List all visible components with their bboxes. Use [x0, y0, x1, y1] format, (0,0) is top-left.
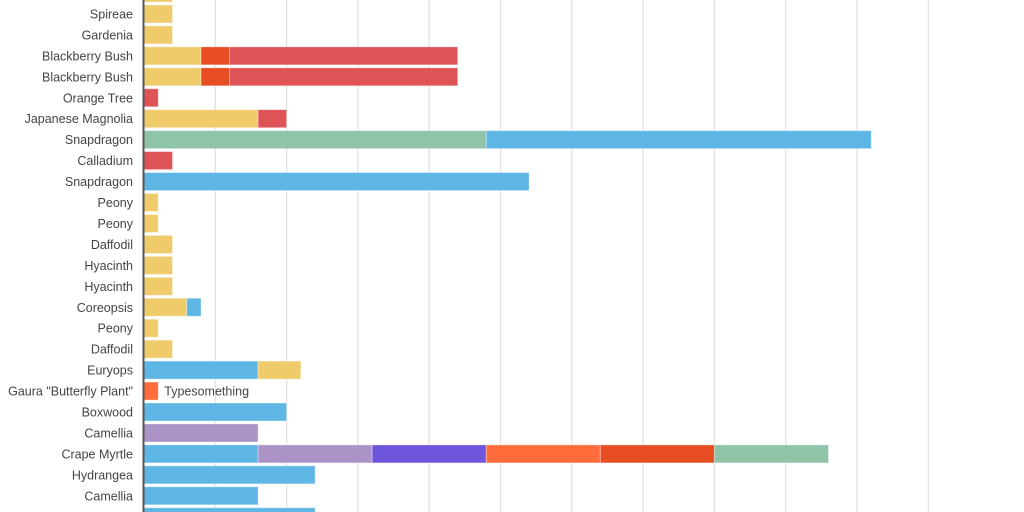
category-label: Hyacinth — [84, 280, 133, 294]
bar-segment — [200, 67, 231, 87]
category-label: Camellia — [84, 489, 133, 503]
category-label: Daffodil — [91, 343, 133, 357]
bar-segment — [200, 46, 231, 66]
bar-segment — [143, 318, 159, 338]
category-label: Euryops — [87, 364, 133, 378]
bar-segment — [143, 360, 259, 380]
bar-segment — [143, 423, 259, 443]
bar-segment — [143, 297, 188, 317]
bar-segment — [143, 4, 174, 24]
bar-segment — [371, 444, 487, 464]
category-label: Snapdragon — [65, 175, 133, 189]
bar-segment — [143, 465, 316, 485]
bar-segment — [143, 507, 316, 512]
category-label: Snapdragon — [65, 133, 133, 147]
category-label: Camellia — [84, 426, 133, 440]
bar-segment — [257, 360, 302, 380]
category-label: Peony — [98, 322, 134, 336]
bar-segment — [229, 67, 459, 87]
bar-segment — [186, 297, 202, 317]
bar-segment — [143, 67, 202, 87]
bar-segment — [143, 234, 174, 254]
bar-segment — [143, 276, 174, 296]
bar-segment — [143, 444, 259, 464]
category-label: Boxwood — [82, 406, 133, 420]
category-label: Peony — [98, 196, 134, 210]
bar-segment — [143, 255, 174, 275]
category-label: Peony — [98, 217, 134, 231]
category-label: Crape Myrtle — [61, 447, 133, 461]
bar-segment — [143, 46, 202, 66]
category-label: Gardenia — [82, 28, 133, 42]
bar-segment — [485, 444, 601, 464]
category-label-overlap: Gaura "Butterfly Plant" — [8, 385, 133, 399]
category-label: Calladium — [77, 154, 133, 168]
category-label: Blackberry Bush — [42, 70, 133, 84]
bar-segment — [143, 339, 174, 359]
category-label: Japanese Magnolia — [25, 112, 133, 126]
category-label: Hydrangea — [72, 468, 133, 482]
category-label: Orange Tree — [63, 91, 133, 105]
bar-segment — [143, 130, 487, 150]
bar-segment — [257, 109, 288, 129]
bar-segment — [143, 88, 159, 108]
bar-segment — [143, 402, 288, 422]
bar-segment — [257, 444, 373, 464]
category-label: Hyacinth — [84, 259, 133, 273]
bar-segment — [143, 0, 174, 3]
bar-segment — [229, 46, 459, 66]
bar-segment — [713, 444, 829, 464]
bar-segment — [143, 213, 159, 233]
bar-segment — [143, 193, 159, 212]
bar-segment — [143, 381, 159, 401]
bar-segment — [143, 25, 174, 45]
bar-segment — [485, 130, 872, 150]
bar-segment — [143, 172, 530, 192]
category-label: Spireae — [90, 7, 133, 21]
bar-segment — [599, 444, 715, 464]
category-label: Typesomething — [164, 385, 249, 399]
bar-segment — [143, 486, 259, 506]
bar-segment — [143, 109, 259, 129]
bar-segment — [143, 151, 174, 171]
category-label: Coreopsis — [77, 301, 133, 315]
category-label: Daffodil — [91, 238, 133, 252]
category-label: Blackberry Bush — [42, 49, 133, 63]
